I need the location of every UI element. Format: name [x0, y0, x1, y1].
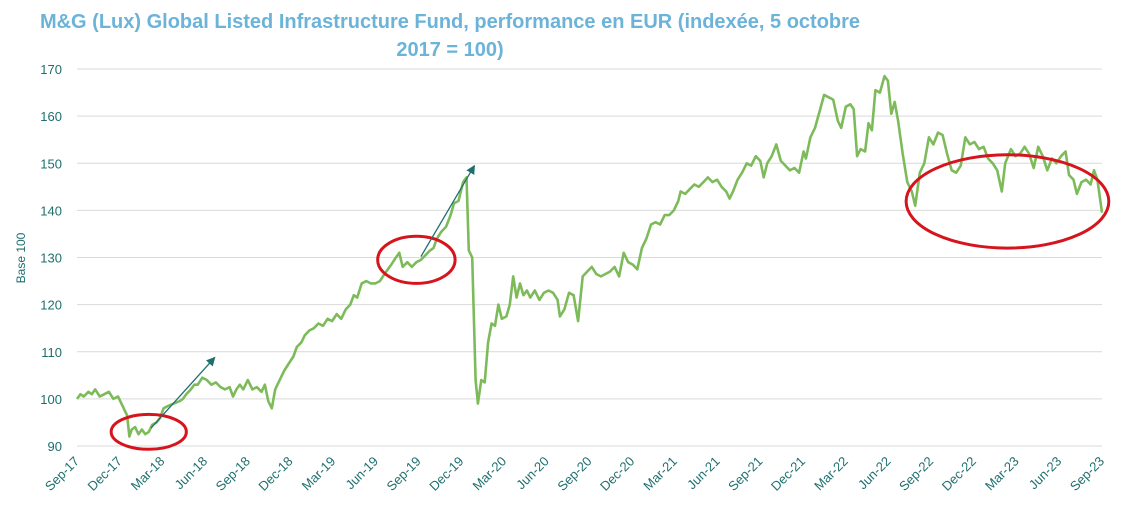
x-tick-label: Mar-21 [640, 454, 680, 494]
x-tick-label: Sep-20 [554, 454, 594, 494]
chart-title: M&G (Lux) Global Listed Infrastructure F… [0, 8, 900, 64]
y-tick-label: 160 [40, 109, 62, 124]
series-line-0 [75, 74, 1104, 438]
chart-title-line-2: 2017 = 100) [396, 39, 504, 61]
y-axis-ticks: 90 100 110 120 130 140 150 160 170 [40, 62, 62, 454]
y-tick-label: 130 [40, 251, 62, 266]
x-tick-label: Sep-17 [42, 454, 82, 494]
y-tick-label: 100 [40, 392, 62, 407]
y-axis-label: Base 100 [14, 232, 28, 283]
x-tick-label: Mar-18 [128, 454, 168, 494]
highlight-ellipse-2 [904, 153, 1111, 250]
x-tick-label: Sep-22 [896, 454, 936, 494]
x-tick-label: Dec-17 [85, 454, 125, 494]
highlight-ellipse-1 [376, 234, 457, 285]
x-tick-label: Jun-22 [855, 454, 894, 493]
gridlines [77, 68, 1102, 447]
x-tick-label: Dec-22 [939, 454, 979, 494]
series-group [75, 74, 1104, 438]
x-tick-label: Mar-20 [469, 454, 509, 494]
x-tick-label: Sep-18 [213, 454, 253, 494]
x-tick-label: Jun-19 [342, 454, 381, 493]
x-tick-label: Dec-19 [426, 454, 466, 494]
y-tick-label: 170 [40, 62, 62, 77]
trend-arrow-4 [420, 164, 476, 257]
x-tick-label: Mar-19 [299, 454, 339, 494]
x-tick-label: Mar-22 [811, 454, 851, 494]
y-tick-label: 150 [40, 156, 62, 171]
x-tick-label: Dec-20 [597, 454, 637, 494]
x-tick-label: Mar-23 [982, 454, 1022, 494]
y-tick-label: 90 [48, 439, 62, 454]
x-tick-label: Jun-18 [172, 454, 211, 493]
y-tick-label: 140 [40, 203, 62, 218]
x-tick-label: Sep-23 [1067, 454, 1107, 494]
annotations-group [109, 153, 1111, 451]
chart-title-line-1: M&G (Lux) Global Listed Infrastructure F… [39, 11, 861, 33]
highlight-ellipse-0 [109, 412, 188, 451]
y-tick-label: 120 [40, 298, 62, 313]
x-tick-label: Sep-19 [384, 454, 424, 494]
trend-arrow-3 [150, 356, 216, 429]
x-tick-label: Dec-21 [768, 454, 808, 494]
x-tick-label: Jun-21 [684, 454, 723, 493]
x-tick-label: Sep-21 [725, 454, 765, 494]
x-axis-ticks: Sep-17 Dec-17 Mar-18 Jun-18 Sep-18 Dec-18 Mar-… [42, 454, 1107, 494]
x-tick-label: Dec-18 [255, 454, 295, 494]
y-tick-label: 110 [41, 345, 62, 360]
x-tick-label: Jun-23 [1026, 454, 1065, 493]
x-tick-label: Jun-20 [513, 454, 552, 493]
